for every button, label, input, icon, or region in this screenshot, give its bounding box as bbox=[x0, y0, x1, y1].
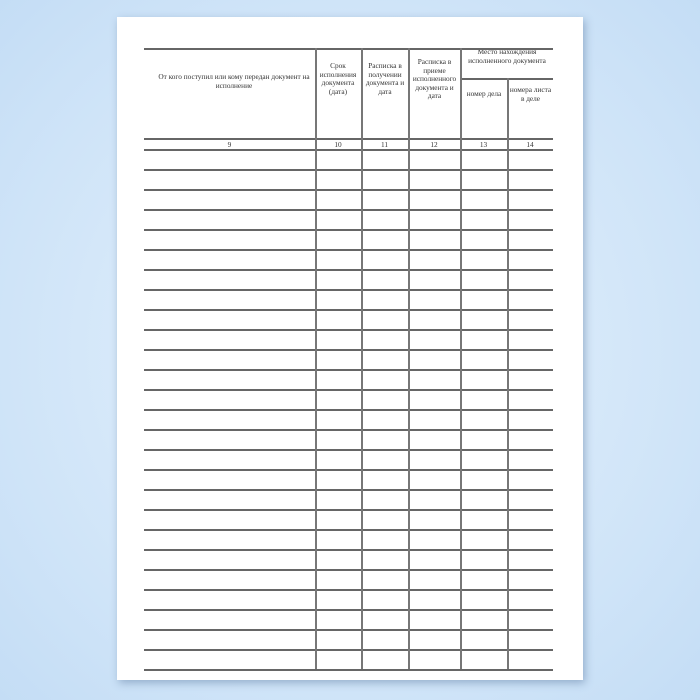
header-col-11: Расписка в получении документа и дата bbox=[365, 61, 405, 96]
row-line bbox=[144, 489, 553, 491]
row-line bbox=[144, 349, 553, 351]
row-line bbox=[144, 189, 553, 191]
table-top-border bbox=[144, 48, 553, 50]
group-divider bbox=[460, 78, 553, 80]
row-line bbox=[144, 589, 553, 591]
column-divider bbox=[460, 48, 462, 669]
row-line bbox=[144, 569, 553, 571]
header-col-14: номера листа в деле bbox=[509, 85, 552, 103]
document-page: От кого поступил или кому передан докуме… bbox=[117, 17, 583, 680]
header-col-10: Срок исполнения документа (дата) bbox=[319, 61, 357, 96]
header-bottom-border bbox=[144, 138, 553, 140]
col-number-10: 10 bbox=[334, 140, 342, 149]
row-line bbox=[144, 609, 553, 611]
row-line bbox=[144, 149, 553, 151]
row-line bbox=[144, 329, 553, 331]
row-line bbox=[144, 389, 553, 391]
row-line bbox=[144, 549, 553, 551]
column-divider bbox=[315, 48, 317, 669]
column-divider bbox=[361, 48, 363, 669]
row-line bbox=[144, 409, 553, 411]
row-line bbox=[144, 369, 553, 371]
row-line bbox=[144, 429, 553, 431]
col-number-14: 14 bbox=[526, 140, 534, 149]
row-line bbox=[144, 649, 553, 651]
row-line bbox=[144, 289, 553, 291]
row-line bbox=[144, 269, 553, 271]
column-divider bbox=[408, 48, 410, 669]
row-line bbox=[144, 529, 553, 531]
header-col-12: Расписка в приеме исполненного документа… bbox=[412, 57, 457, 101]
row-line bbox=[144, 309, 553, 311]
header-col-13: номер дела bbox=[466, 89, 502, 98]
row-line bbox=[144, 449, 553, 451]
col-number-9: 9 bbox=[227, 140, 232, 149]
col-number-13: 13 bbox=[479, 140, 488, 149]
header-col-9: От кого поступил или кому передан докуме… bbox=[158, 72, 310, 90]
row-line bbox=[144, 249, 553, 251]
row-line bbox=[144, 629, 553, 631]
column-divider bbox=[507, 78, 509, 669]
header-group-location: Место нахождения исполненного документа bbox=[468, 47, 546, 65]
col-number-11: 11 bbox=[380, 140, 389, 149]
row-line bbox=[144, 229, 553, 231]
row-line bbox=[144, 509, 553, 511]
row-line bbox=[144, 169, 553, 171]
col-number-12: 12 bbox=[430, 140, 438, 149]
row-line bbox=[144, 469, 553, 471]
row-line bbox=[144, 209, 553, 211]
row-line bbox=[144, 669, 553, 671]
